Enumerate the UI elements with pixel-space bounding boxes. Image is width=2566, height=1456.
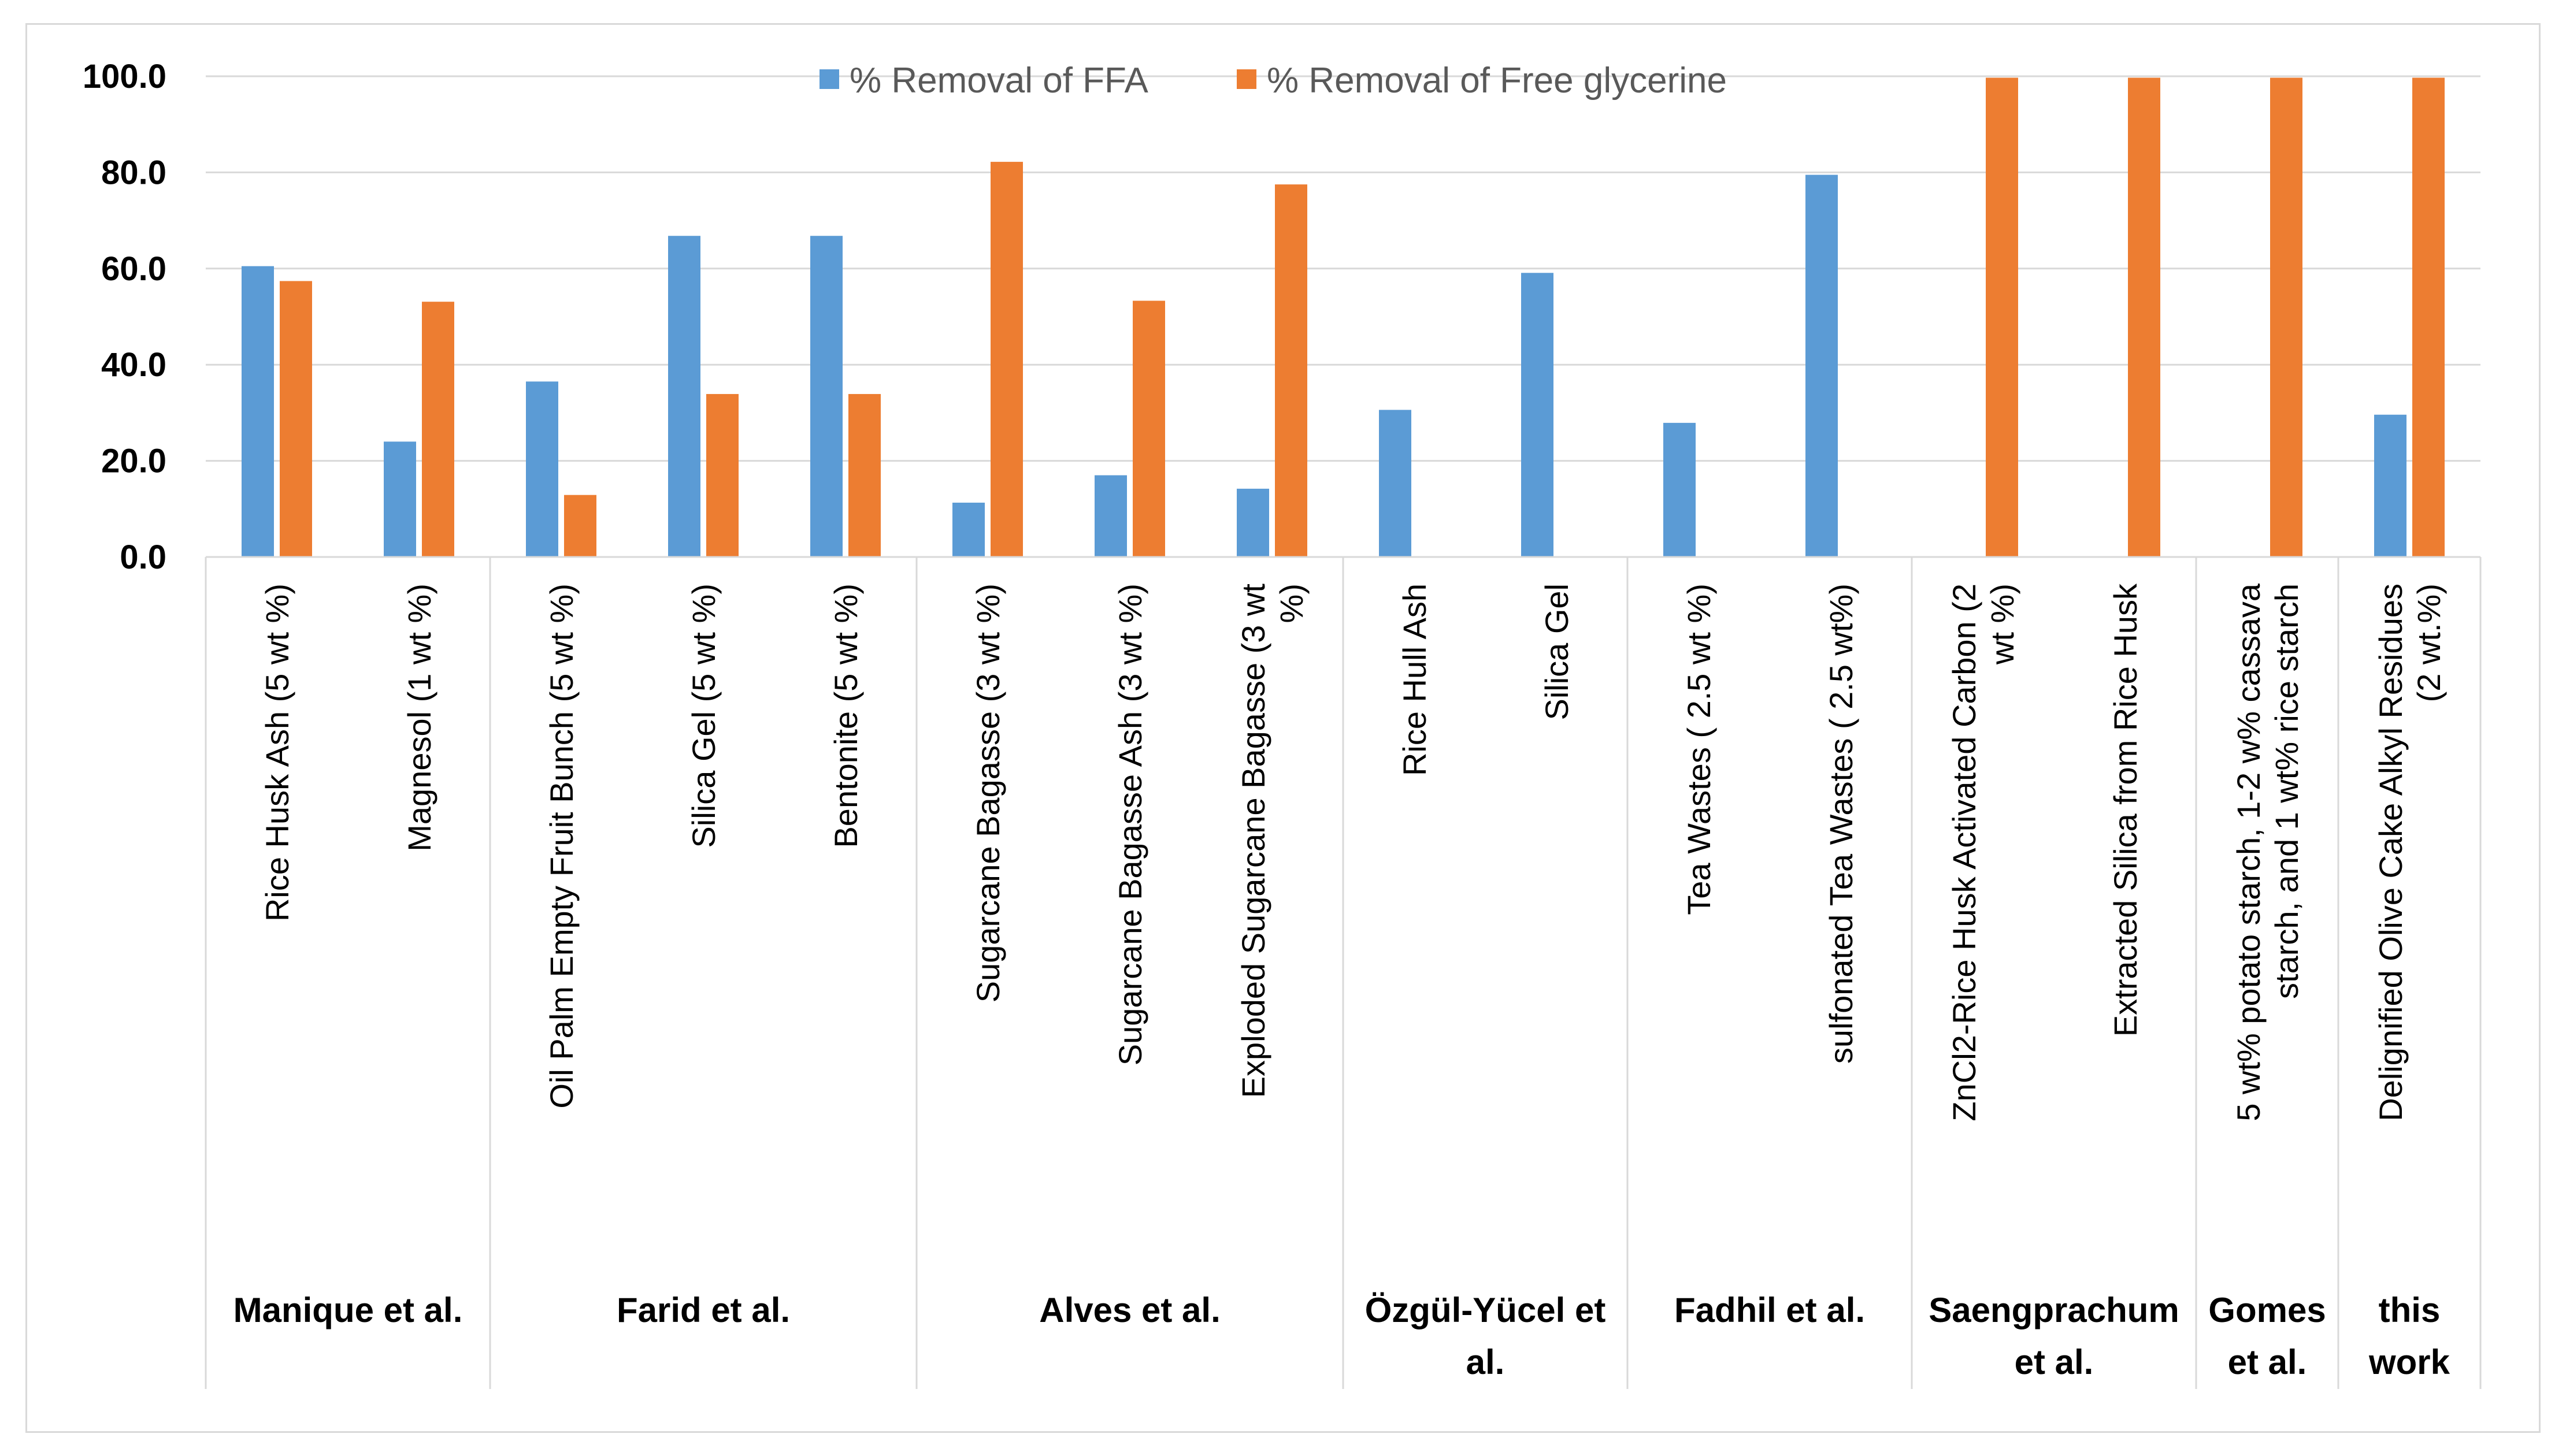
bar-ffa-11 bbox=[1663, 422, 1696, 557]
y-tick-label-80.0: 80.0 bbox=[101, 154, 166, 191]
group-label-4-line-2: al. bbox=[1466, 1343, 1505, 1381]
group-label-3: Alves et al. bbox=[1039, 1291, 1221, 1329]
category-label-16-line-2: (2 wt.%) bbox=[2411, 584, 2447, 702]
category-label-10: Silica Gel bbox=[1538, 584, 1575, 720]
category-label-14: Extracted Silica from Rice Husk bbox=[2107, 583, 2144, 1037]
legend-swatch-ffa bbox=[820, 69, 839, 89]
bar-ffa-3 bbox=[526, 381, 558, 557]
y-tick-label-20.0: 20.0 bbox=[101, 443, 166, 480]
bar-ffa-4 bbox=[668, 236, 700, 557]
category-label-7: Sugarcane Bagasse Ash (3 wt %) bbox=[1112, 584, 1148, 1065]
category-label-8-line-1: Exploded Sugarcane Bagasse (3 wt bbox=[1235, 584, 1271, 1098]
legend-label-glycerine: % Removal of Free glycerine bbox=[1267, 61, 1727, 101]
bar-ffa-5 bbox=[810, 236, 843, 557]
y-tick-label-60.0: 60.0 bbox=[101, 250, 166, 288]
category-label-15-line-2: starch, and 1 wt% rice starch bbox=[2268, 584, 2305, 999]
group-label-6-line-1: Saengprachum bbox=[1929, 1291, 2179, 1329]
bar-glycerine-16 bbox=[2412, 77, 2445, 558]
bar-glycerine-3 bbox=[564, 495, 596, 557]
bar-ffa-10 bbox=[1521, 273, 1553, 557]
category-label-12: sulfonated Tea Wastes ( 2.5 wt%) bbox=[1823, 584, 1859, 1064]
category-label-16-line-1: Delignified Olive Cake Alkyl Residues bbox=[2372, 584, 2409, 1121]
bar-ffa-12 bbox=[1805, 174, 1838, 557]
bar-ffa-2 bbox=[384, 441, 416, 557]
category-label-4: Silica Gel (5 wt %) bbox=[685, 584, 722, 848]
bar-glycerine-5 bbox=[848, 393, 881, 557]
category-label-3: Oil Palm Empty Fruit Bunch (5 wt %) bbox=[543, 584, 580, 1109]
category-label-9: Rice Hull Ash bbox=[1396, 584, 1433, 776]
bar-glycerine-7 bbox=[1133, 300, 1165, 557]
category-label-1: Rice Husk Ash (5 wt %) bbox=[259, 584, 295, 922]
group-label-2: Farid et al. bbox=[617, 1291, 790, 1329]
category-label-8-line-2: %) bbox=[1273, 584, 1310, 623]
legend-swatch-glycerine bbox=[1237, 69, 1256, 89]
y-tick-label-100.0: 100.0 bbox=[83, 58, 166, 95]
group-label-6-line-2: et al. bbox=[2015, 1343, 2094, 1381]
bar-glycerine-13 bbox=[1986, 77, 2018, 558]
legend-label-ffa: % Removal of FFA bbox=[850, 61, 1148, 101]
group-label-4-line-1: Özgül-Yücel et bbox=[1365, 1291, 1606, 1329]
y-tick-label-40.0: 40.0 bbox=[101, 346, 166, 384]
y-tick-label-0.0: 0.0 bbox=[120, 538, 166, 576]
category-label-11: Tea Wastes ( 2.5 wt %) bbox=[1681, 584, 1717, 915]
group-label-5: Fadhil et al. bbox=[1674, 1291, 1865, 1329]
group-label-7-line-2: et al. bbox=[2228, 1343, 2307, 1381]
bar-glycerine-4 bbox=[706, 393, 739, 557]
group-label-8-line-2: work bbox=[2368, 1343, 2450, 1381]
bar-ffa-9 bbox=[1379, 410, 1411, 557]
bar-ffa-6 bbox=[952, 502, 985, 557]
bar-glycerine-8 bbox=[1275, 184, 1307, 557]
bar-glycerine-2 bbox=[422, 302, 454, 557]
bar-glycerine-6 bbox=[991, 162, 1023, 557]
bar-glycerine-14 bbox=[2128, 77, 2160, 558]
category-label-13-line-1: ZnCl2-Rice Husk Activated Carbon (2 bbox=[1946, 584, 1982, 1121]
bar-glycerine-15 bbox=[2270, 77, 2302, 558]
group-label-7-line-1: Gomes bbox=[2208, 1291, 2326, 1329]
bar-ffa-7 bbox=[1095, 475, 1127, 557]
category-label-6: Sugarcane Bagasse (3 wt %) bbox=[970, 584, 1006, 1002]
category-label-13-line-2: wt %) bbox=[1984, 584, 2020, 665]
category-label-2: Magnesol (1 wt %) bbox=[401, 584, 437, 852]
bar-ffa-16 bbox=[2374, 414, 2406, 557]
group-label-1: Manique et al. bbox=[233, 1291, 463, 1329]
bar-ffa-8 bbox=[1237, 488, 1269, 557]
group-label-8-line-1: this bbox=[2379, 1291, 2441, 1329]
bar-glycerine-1 bbox=[280, 281, 312, 557]
category-label-5: Bentonite (5 wt %) bbox=[828, 584, 864, 848]
category-label-15-line-1: 5 wt% potato starch, 1-2 w% cassava bbox=[2230, 583, 2267, 1121]
bar-ffa-1 bbox=[242, 266, 274, 557]
